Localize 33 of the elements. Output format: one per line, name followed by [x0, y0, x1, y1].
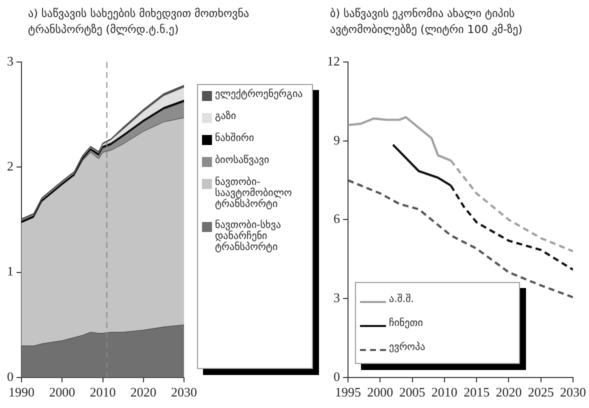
- x-tick-label: 2010: [431, 384, 458, 400]
- legend-label: ა.შ.შ.: [389, 294, 414, 304]
- y-tick-label: 0: [7, 368, 14, 384]
- x-tick-label: 2020: [496, 384, 522, 400]
- legend-label: ნავთობი-სხვა დანარჩენი ტრანსპორტი: [215, 220, 282, 253]
- chart-title: ბ) საწვავის ეკონომია ახალი ტიპის ავტომობილებზე (ლიტრი 100 კმ-ზე): [330, 6, 524, 38]
- y-tick-label: 12: [327, 53, 340, 68]
- legend-label: ნახშირი: [215, 133, 254, 144]
- y-tick-label: 3: [7, 53, 14, 68]
- x-tick-label: 2015: [464, 384, 490, 400]
- x-tick-label: 1990: [8, 384, 34, 400]
- y-tick-label: 3: [334, 290, 340, 305]
- y-tick-label: 2: [7, 158, 14, 174]
- legend-label: ევროპა: [389, 342, 426, 352]
- x-tick-label: 2005: [399, 384, 426, 400]
- x-tick-label: 2010: [90, 384, 116, 400]
- x-tick-label: 2030: [171, 384, 197, 400]
- legend-label: ნავთობი-საავტომობილო ტრანსპორტი: [215, 177, 293, 210]
- legend-label: ბიოსაწვავი: [215, 155, 270, 166]
- legend-label: ელექტროენერგია: [215, 89, 303, 100]
- y-tick-label: 9: [334, 132, 340, 148]
- x-tick-label: 1995: [335, 384, 361, 400]
- x-tick-label: 2030: [560, 384, 586, 400]
- chart-title: ა) საწვავის სახეების მიხედვით მოთხოვნა ტრანსპორტზე (მლრდ.ტ.ნ.ე): [28, 6, 250, 38]
- x-tick-label: 2025: [528, 384, 554, 400]
- x-tick-label: 2000: [49, 384, 76, 400]
- x-tick-label: 2000: [367, 384, 394, 400]
- legend-label: გაზი: [215, 111, 236, 122]
- y-tick-label: 0: [334, 368, 340, 384]
- legend-label: ჩინეთი: [389, 318, 423, 328]
- y-tick-label: 1: [7, 264, 14, 279]
- y-tick-label: 6: [334, 211, 340, 226]
- x-tick-label: 2020: [130, 384, 156, 400]
